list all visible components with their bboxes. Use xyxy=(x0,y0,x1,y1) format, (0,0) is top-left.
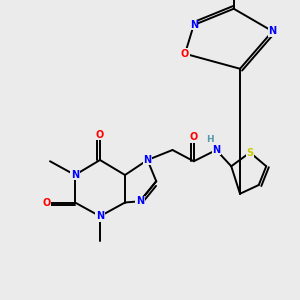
Text: N: N xyxy=(96,211,104,221)
Text: N: N xyxy=(71,170,79,180)
Text: S: S xyxy=(246,148,254,158)
Text: O: O xyxy=(181,49,189,59)
Text: O: O xyxy=(96,130,104,140)
Text: N: N xyxy=(136,196,144,206)
Text: O: O xyxy=(190,133,198,142)
Text: H: H xyxy=(206,136,214,145)
Text: N: N xyxy=(190,20,198,30)
Text: N: N xyxy=(268,26,277,36)
Text: N: N xyxy=(212,145,220,155)
Text: O: O xyxy=(42,197,50,208)
Text: N: N xyxy=(143,155,152,165)
